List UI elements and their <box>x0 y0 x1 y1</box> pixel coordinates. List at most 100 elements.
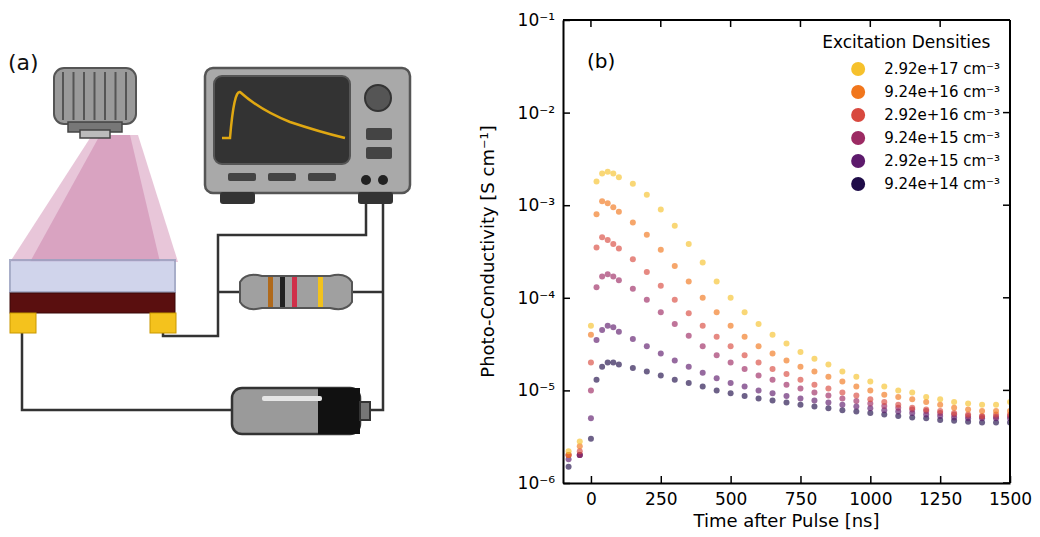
point <box>839 378 845 384</box>
point <box>811 389 817 395</box>
lamp-fin <box>94 72 96 120</box>
point <box>686 364 692 370</box>
x-axis-title: Time after Pulse [ns] <box>692 510 879 531</box>
tick-mark <box>563 390 570 392</box>
point <box>825 405 831 411</box>
series <box>566 169 1010 455</box>
point <box>937 396 943 402</box>
point <box>616 329 622 335</box>
wire <box>370 180 383 410</box>
point <box>644 343 650 349</box>
axis-line <box>564 483 1011 485</box>
point <box>909 389 915 395</box>
point <box>797 402 803 408</box>
scope-foot <box>220 192 255 204</box>
point <box>951 399 957 405</box>
point <box>742 334 748 340</box>
legend-marker <box>851 154 865 168</box>
point <box>951 405 957 411</box>
film <box>10 293 175 313</box>
legend-label: 2.92e+15 cm⁻³ <box>884 152 1000 170</box>
scope-button <box>228 173 256 181</box>
point <box>895 402 901 408</box>
point <box>714 352 720 358</box>
point <box>672 358 678 364</box>
point <box>839 402 845 408</box>
point <box>770 351 776 357</box>
tick: 10⁻⁵ <box>518 380 570 400</box>
tick-mark <box>1009 20 1011 27</box>
point <box>867 387 873 393</box>
point <box>630 365 636 371</box>
battery-tip <box>360 402 370 420</box>
point <box>588 436 594 442</box>
point <box>867 378 873 384</box>
legend-label: 9.24e+16 cm⁻³ <box>884 83 1000 101</box>
point <box>644 297 650 303</box>
point <box>594 337 600 343</box>
tick-label: 250 <box>645 489 677 509</box>
chart: 025050075010001250150010⁻⁶10⁻⁵10⁻⁴10⁻³10… <box>477 10 1032 531</box>
point <box>811 404 817 410</box>
point <box>588 360 594 366</box>
scope-terminal <box>378 175 388 185</box>
point <box>825 393 831 399</box>
legend-label: 2.92e+16 cm⁻³ <box>884 106 1000 124</box>
point <box>742 309 748 315</box>
point <box>605 200 611 206</box>
tick-mark <box>591 476 593 483</box>
wire <box>163 180 366 336</box>
tick: 250 <box>645 476 677 509</box>
point <box>658 351 664 357</box>
point <box>770 397 776 403</box>
tick-mark <box>660 20 662 27</box>
tick: 500 <box>715 476 747 509</box>
point <box>811 368 817 374</box>
tick-mark <box>1003 112 1010 114</box>
point <box>672 223 678 229</box>
point <box>644 192 650 198</box>
tick-mark <box>1003 482 1010 484</box>
point <box>770 366 776 372</box>
tick-mark <box>800 476 802 483</box>
point <box>630 181 636 187</box>
resistor-band <box>280 277 285 307</box>
point <box>797 377 803 383</box>
contact <box>10 313 36 333</box>
point <box>686 380 692 386</box>
point <box>825 362 831 368</box>
point <box>770 390 776 396</box>
point <box>686 333 692 339</box>
point <box>909 405 915 411</box>
panel-label: (a) <box>8 50 39 75</box>
resistor-band <box>318 277 323 307</box>
lamp-fin <box>83 72 85 120</box>
point <box>811 397 817 403</box>
point <box>853 374 859 380</box>
point <box>599 170 605 176</box>
tick-mark <box>563 298 570 300</box>
point <box>610 360 616 366</box>
lamp-fin <box>125 72 127 120</box>
point <box>979 402 985 408</box>
point <box>616 246 622 252</box>
tick: 750 <box>785 476 817 509</box>
scope-screen <box>214 76 350 164</box>
point <box>588 323 594 329</box>
resistor <box>240 275 352 309</box>
y-axis: 10⁻⁶10⁻⁵10⁻⁴10⁻³10⁻²10⁻¹ <box>518 10 570 493</box>
point <box>756 372 762 378</box>
point <box>644 368 650 374</box>
point <box>895 394 901 400</box>
tick: 0 <box>586 476 597 509</box>
series <box>566 360 1010 470</box>
point <box>700 260 706 266</box>
point <box>610 241 616 247</box>
point <box>599 273 605 279</box>
point <box>658 247 664 253</box>
point <box>594 377 600 383</box>
legend-marker <box>851 85 865 99</box>
point <box>979 408 985 414</box>
point <box>728 390 734 396</box>
point <box>594 179 600 185</box>
